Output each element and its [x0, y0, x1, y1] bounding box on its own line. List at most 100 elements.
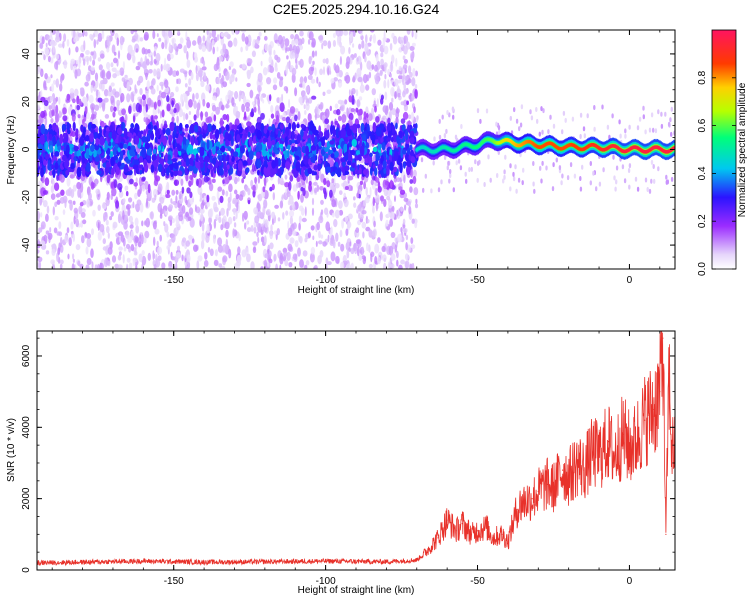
noise-speckle [119, 116, 124, 122]
noise-speckle [348, 95, 353, 103]
noise-speckle [69, 91, 75, 101]
noise-band-blob [110, 168, 115, 175]
noise-speckle [100, 80, 105, 85]
noise-speckle [238, 194, 244, 201]
noise-band-blob [104, 140, 108, 151]
noise-speckle [280, 180, 285, 186]
noise-speckle [169, 108, 174, 115]
noise-band-blob [386, 147, 390, 155]
noise-speckle [110, 82, 115, 87]
noise-speckle [387, 117, 391, 124]
noise-speckle [38, 260, 42, 269]
noise-speckle [346, 249, 350, 259]
noise-band-blob [325, 166, 331, 173]
noise-speckle [356, 192, 360, 199]
noise-speckle [410, 237, 414, 245]
noise-speckle [502, 178, 505, 184]
noise-speckle [246, 121, 252, 127]
noise-speckle [97, 221, 100, 231]
noise-speckle [387, 211, 391, 218]
noise-speckle [302, 250, 308, 257]
noise-speckle [269, 230, 274, 240]
noise-band-blob [403, 162, 406, 169]
noise-speckle [400, 227, 403, 233]
noise-speckle [650, 112, 654, 118]
noise-band-blob [370, 134, 376, 141]
noise-speckle [110, 211, 114, 217]
noise-speckle [551, 186, 555, 192]
noise-speckle [404, 204, 407, 211]
noise-speckle [200, 202, 205, 210]
noise-speckle [267, 65, 270, 73]
noise-speckle [153, 188, 158, 198]
noise-speckle [142, 98, 147, 109]
noise-speckle [334, 209, 340, 219]
noise-speckle [326, 124, 330, 131]
noise-speckle [244, 185, 249, 192]
noise-speckle [71, 263, 75, 269]
noise-speckle [402, 76, 405, 86]
noise-speckle [339, 190, 343, 196]
noise-speckle [48, 170, 54, 176]
noise-speckle [78, 205, 83, 215]
noise-speckle [383, 45, 389, 55]
noise-band-blob [386, 137, 391, 142]
noise-speckle [246, 82, 251, 88]
noise-speckle [40, 96, 46, 103]
noise-speckle [37, 210, 41, 221]
noise-speckle [90, 66, 95, 71]
noise-band-blob [209, 131, 213, 140]
noise-speckle [125, 191, 129, 197]
noise-speckle [316, 184, 320, 192]
noise-speckle [141, 94, 146, 101]
noise-speckle [351, 94, 355, 105]
noise-speckle [245, 44, 249, 52]
noise-speckle [388, 245, 394, 256]
noise-speckle [234, 189, 238, 195]
noise-speckle [294, 114, 298, 122]
noise-speckle [343, 192, 347, 198]
noise-speckle [41, 36, 45, 45]
noise-speckle [136, 80, 141, 86]
noise-speckle [189, 174, 194, 181]
noise-speckle [37, 239, 40, 245]
noise-speckle [372, 206, 375, 214]
noise-speckle [104, 257, 108, 268]
noise-speckle [216, 77, 221, 85]
noise-speckle [270, 113, 275, 119]
noise-speckle [185, 199, 188, 206]
noise-speckle [414, 203, 419, 209]
noise-speckle [85, 246, 89, 255]
noise-speckle [75, 59, 79, 65]
noise-speckle [282, 116, 286, 122]
noise-speckle [396, 259, 399, 267]
noise-speckle [141, 176, 146, 182]
noise-speckle [540, 106, 543, 112]
noise-speckle [52, 41, 57, 46]
noise-band-blob [407, 160, 412, 168]
noise-speckle [391, 205, 395, 213]
noise-speckle [310, 225, 315, 231]
noise-speckle [370, 179, 374, 186]
noise-speckle [402, 55, 406, 60]
noise-band-blob [173, 170, 179, 176]
noise-speckle [199, 73, 203, 82]
noise-speckle [199, 191, 203, 202]
noise-speckle [541, 160, 544, 166]
noise-speckle [288, 262, 293, 268]
noise-speckle [313, 181, 318, 186]
noise-speckle [201, 45, 207, 52]
noise-speckle [228, 174, 233, 181]
noise-speckle [253, 207, 258, 215]
noise-band-blob [141, 146, 146, 158]
noise-speckle [170, 53, 174, 60]
noise-speckle [117, 50, 121, 60]
noise-speckle [121, 204, 126, 214]
noise-speckle [189, 191, 193, 199]
noise-speckle [287, 243, 293, 252]
noise-speckle [404, 253, 409, 261]
noise-speckle [212, 95, 217, 101]
noise-speckle [400, 43, 403, 48]
noise-speckle [83, 40, 86, 51]
noise-band-blob [348, 138, 353, 148]
